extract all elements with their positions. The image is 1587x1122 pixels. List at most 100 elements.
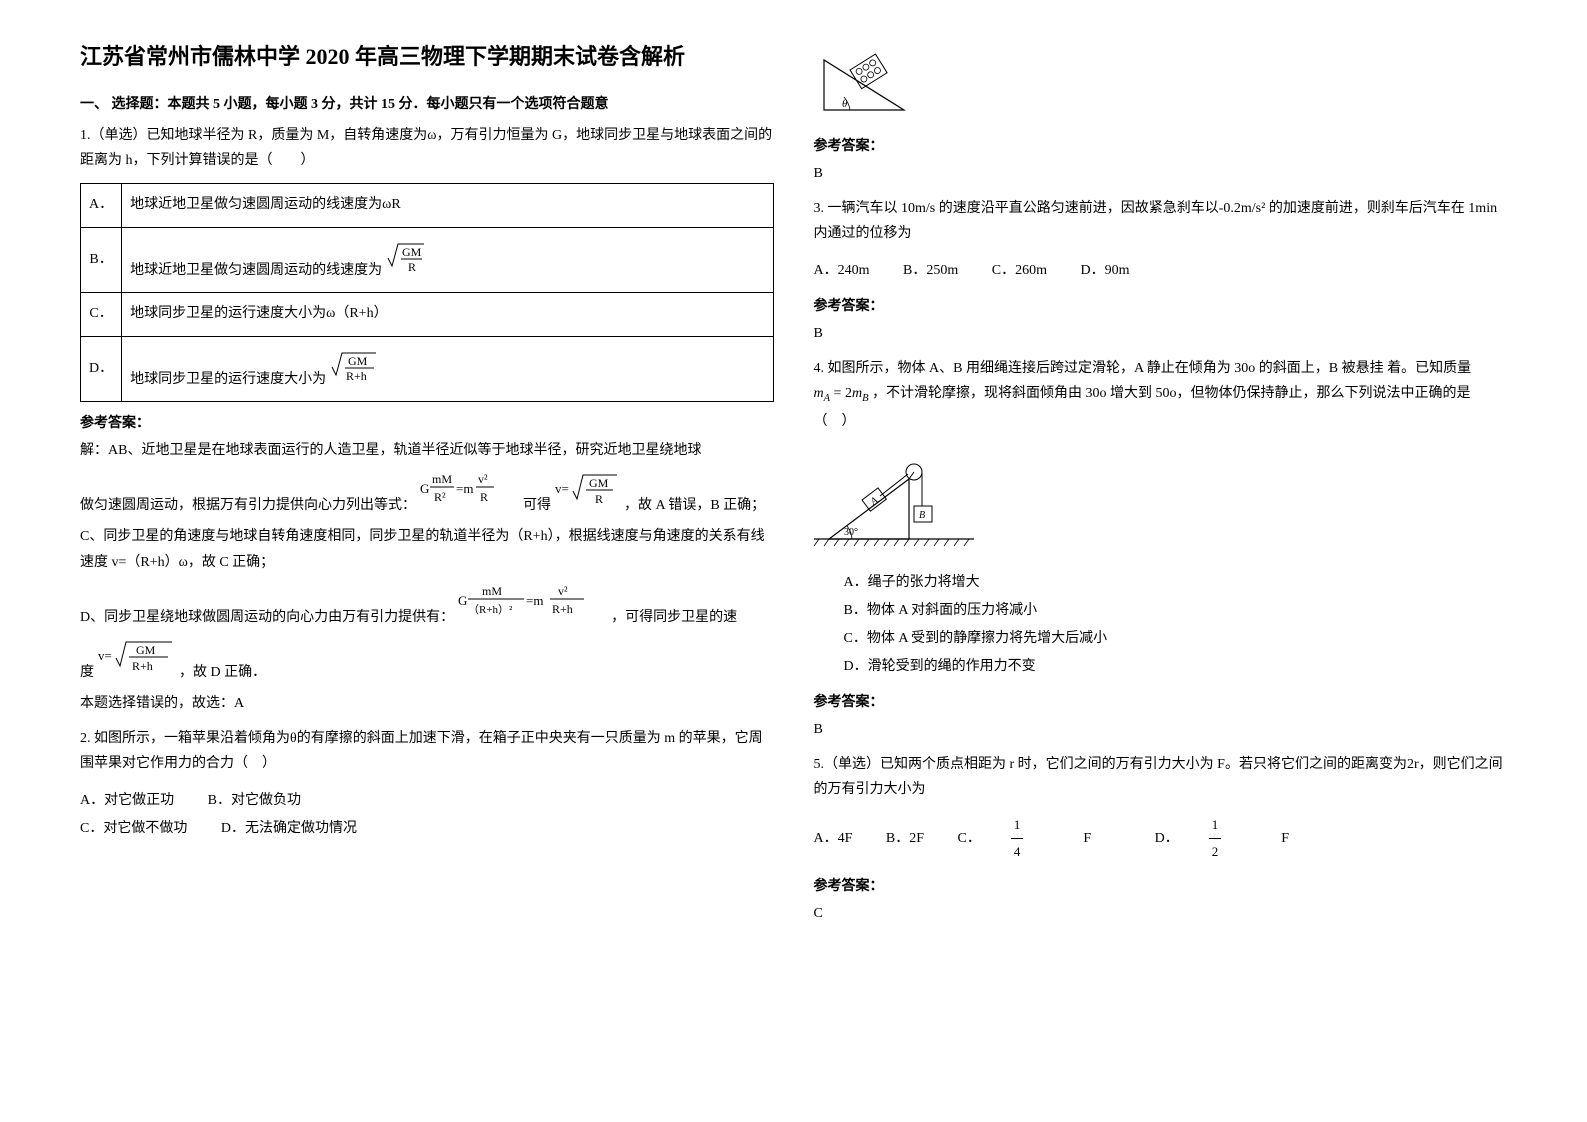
q4-option-b: B．物体 A 对斜面的压力将减小 xyxy=(844,597,1508,625)
question-1-text: 1.（单选）已知地球半径为 R，质量为 M，自转角速度为ω，万有引力恒量为 G，… xyxy=(80,123,774,173)
svg-text:v²: v² xyxy=(558,584,568,598)
svg-text:R+h: R+h xyxy=(346,369,367,383)
question-3-text: 3. 一辆汽车以 10m/s 的速度沿平直公路匀速前进，因故紧急刹车以-0.2m… xyxy=(814,196,1508,246)
q1-answer-line4-prefix: D、同步卫星绕地球做圆周运动的向心力由万有引力提供有： xyxy=(80,610,454,625)
svg-text:=m: =m xyxy=(456,481,473,496)
question-4-text: 4. 如图所示，物体 A、B 用细绳连接后跨过定滑轮，A 静止在倾角为 30o … xyxy=(814,356,1508,434)
option-d-prefix: 地球同步卫星的运行速度大小为 xyxy=(130,372,326,387)
q2-option-b: B．对它做负功 xyxy=(208,793,301,808)
q1-answer-line5-suffix: ，故 D 正确． xyxy=(179,665,266,680)
svg-text:R: R xyxy=(408,260,416,274)
q2-option-c: C．对它做不做功 xyxy=(80,821,187,836)
q3-option-b: B．250m xyxy=(903,263,958,278)
q4-answer: B xyxy=(814,717,1508,742)
option-label-b: B． xyxy=(81,227,122,292)
answer-label-3: 参考答案： xyxy=(814,295,1508,315)
formula-v-result: v= GM R xyxy=(555,498,625,513)
q3-option-a: A．240m xyxy=(814,263,870,278)
question-1-options-table: A． 地球近地卫星做匀速圆周运动的线速度为ωR B． 地球近地卫星做匀速圆周运动… xyxy=(80,183,774,402)
option-b-prefix: 地球近地卫星做匀速圆周运动的线速度为 xyxy=(130,263,382,278)
svg-text:GM: GM xyxy=(348,354,368,368)
question-2-text: 2. 如图所示，一箱苹果沿着倾角为θ的有摩擦的斜面上加速下滑，在箱子正中央夹有一… xyxy=(80,726,774,776)
fraction-1-2: 12 xyxy=(1209,812,1252,865)
q1-answer-line2-prefix: 做匀速圆周运动，根据万有引力提供向心力列出等式： xyxy=(80,498,416,513)
svg-text:R: R xyxy=(595,492,603,506)
incline-svg: θ xyxy=(814,50,924,120)
right-column: θ 参考答案： B 3. 一辆汽车以 10m/s 的速度沿平直公路匀速前进，因故… xyxy=(794,40,1528,1082)
q1-answer-line3: C、同步卫星的角速度与地球自转角速度相同，同步卫星的轨道半径为（R+h），根据线… xyxy=(80,524,774,574)
left-column: 江苏省常州市儒林中学 2020 年高三物理下学期期末试卷含解析 一、 选择题：本… xyxy=(60,40,794,1082)
q2-answer: B xyxy=(814,161,1508,186)
answer-label-5: 参考答案： xyxy=(814,875,1508,895)
q1-answer-line1: 解：AB、近地卫星是在地球表面运行的人造卫星，轨道半径近似等于地球半径，研究近地… xyxy=(80,438,774,463)
option-b-text: 地球近地卫星做匀速圆周运动的线速度为 GM R xyxy=(122,227,773,292)
fraction-1-4: 14 xyxy=(1011,812,1054,865)
formula-centripetal: G mM R² =m v² R xyxy=(420,498,524,513)
question-3-options: A．240m B．250m C．260m D．90m xyxy=(814,257,1508,285)
q1-answer-line5: 度 v= GM R+h ，故 D 正确． xyxy=(80,636,774,685)
svg-text:B: B xyxy=(919,510,925,521)
question-4-options: A．绳子的张力将增大 B．物体 A 对斜面的压力将减小 C．物体 A 受到的静摩… xyxy=(814,569,1508,681)
option-d-text: 地球同步卫星的运行速度大小为 GM R+h xyxy=(122,336,773,401)
svg-text:R²: R² xyxy=(434,490,446,504)
svg-text:（R+h）²: （R+h）² xyxy=(468,603,513,616)
option-label-d: D． xyxy=(81,336,122,401)
q2-option-a: A．对它做正功 xyxy=(80,793,174,808)
question-2-options: A．对它做正功 B．对它做负功 C．对它做不做功 D．无法确定做功情况 xyxy=(80,787,774,843)
q4-option-d: D．滑轮受到的绳的作用力不变 xyxy=(844,653,1508,681)
svg-text:GM: GM xyxy=(136,643,156,657)
formula-sqrt-gm-rh: GM R+h xyxy=(330,372,378,387)
option-a-text: 地球近地卫星做匀速圆周运动的线速度为ωR xyxy=(122,184,773,227)
answer-label-2: 参考答案： xyxy=(814,135,1508,155)
formula-sync-sat: G mM （R+h）² =m v² R+h xyxy=(458,610,612,625)
q5-option-a: A．4F xyxy=(814,831,853,846)
svg-text:GM: GM xyxy=(589,476,609,490)
section-header: 一、 选择题：本题共 5 小题，每小题 3 分，共计 15 分．每小题只有一个选… xyxy=(80,93,774,113)
formula-mass-relation: mA = 2mB xyxy=(814,386,869,401)
q1-answer-line2-mid: 可得 xyxy=(523,498,551,513)
answer-label-4: 参考答案： xyxy=(814,691,1508,711)
q1-answer-line4-suffix: ，可得同步卫星的速 xyxy=(611,610,737,625)
q3-option-c: C．260m xyxy=(992,263,1047,278)
q1-answer-line2-suffix: ，故 A 错误，B 正确； xyxy=(624,498,765,513)
q5-option-d: D．12F xyxy=(1155,831,1319,846)
q5-option-b: B．2F xyxy=(886,831,924,846)
q4-text-line2-prefix: 着。已知质量 xyxy=(1387,361,1471,376)
svg-text:θ: θ xyxy=(842,98,848,110)
q1-answer-line4: D、同步卫星绕地球做圆周运动的向心力由万有引力提供有： G mM （R+h）² … xyxy=(80,581,774,630)
pulley-diagram: A B 30° xyxy=(814,444,1508,559)
incline-diagram: θ xyxy=(814,50,1508,125)
answer-label-1: 参考答案： xyxy=(80,412,774,432)
q4-option-a: A．绳子的张力将增大 xyxy=(844,569,1508,597)
q3-answer: B xyxy=(814,321,1508,346)
option-label-a: A． xyxy=(81,184,122,227)
q4-option-c: C．物体 A 受到的静摩擦力将先增大后减小 xyxy=(844,625,1508,653)
formula-v-sync: v= GM R+h xyxy=(98,665,180,680)
option-c-text: 地球同步卫星的运行速度大小为ω（R+h） xyxy=(122,293,773,336)
svg-text:mM: mM xyxy=(482,584,502,598)
pulley-svg: A B 30° xyxy=(814,444,974,554)
q2-option-d: D．无法确定做功情况 xyxy=(221,821,357,836)
formula-sqrt-gm-r: GM R xyxy=(386,263,426,278)
question-5-text: 5.（单选）已知两个质点相距为 r 时，它们之间的万有引力大小为 F。若只将它们… xyxy=(814,752,1508,802)
q4-text-line2-suffix: ，不计滑轮摩擦，现将斜面倾角由 30o 增大到 50o，但物体仍保持静止，那么下… xyxy=(814,386,1587,429)
q1-answer-line5-prefix: 度 xyxy=(80,665,94,680)
svg-text:R: R xyxy=(480,490,488,504)
svg-text:G: G xyxy=(420,481,429,496)
svg-text:R+h: R+h xyxy=(132,659,153,673)
option-label-c: C． xyxy=(81,293,122,336)
q1-answer-line2: 做匀速圆周运动，根据万有引力提供向心力列出等式： G mM R² =m v² R… xyxy=(80,469,774,518)
document-title: 江苏省常州市儒林中学 2020 年高三物理下学期期末试卷含解析 xyxy=(80,40,774,73)
q5-option-c: C．14F xyxy=(958,831,1125,846)
svg-text:GM: GM xyxy=(402,245,422,259)
q3-option-d: D．90m xyxy=(1080,263,1129,278)
q5-answer: C xyxy=(814,901,1508,926)
svg-text:v²: v² xyxy=(478,472,488,486)
q4-text-line1: 4. 如图所示，物体 A、B 用细绳连接后跨过定滑轮，A 静止在倾角为 30o … xyxy=(814,361,1384,376)
question-5-options: A．4F B．2F C．14F D．12F xyxy=(814,812,1508,865)
q1-answer-line6: 本题选择错误的，故选：A xyxy=(80,691,774,716)
svg-text:=m: =m xyxy=(526,593,543,608)
svg-text:G: G xyxy=(458,593,467,608)
svg-text:v=: v= xyxy=(555,481,569,496)
svg-text:v=: v= xyxy=(98,648,112,663)
